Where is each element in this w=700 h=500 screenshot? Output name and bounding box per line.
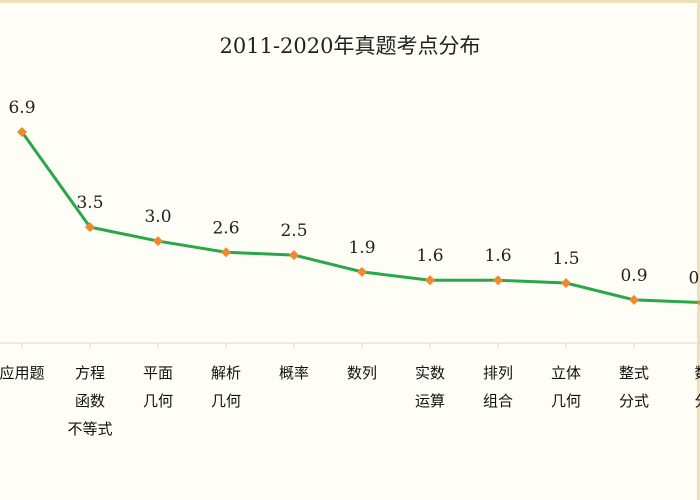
data-point — [289, 250, 299, 261]
category-label: 组合 — [483, 392, 513, 410]
category-label: 整式 — [619, 364, 649, 382]
category-label: 运算 — [415, 392, 445, 410]
data-label: 1.9 — [348, 238, 375, 258]
data-markers — [17, 127, 700, 306]
data-point — [221, 247, 231, 258]
data-label: 1.6 — [416, 246, 443, 266]
data-label: 2.5 — [280, 221, 307, 241]
data-point — [629, 294, 639, 305]
data-point — [425, 275, 435, 286]
category-label: 解析 — [211, 364, 241, 382]
data-point — [357, 266, 367, 277]
data-label: 0.9 — [620, 266, 647, 286]
category-label: 平面 — [143, 364, 173, 382]
data-label: 3.0 — [144, 207, 171, 227]
category-label: 几何 — [143, 392, 173, 410]
data-point — [561, 278, 571, 289]
data-point — [17, 127, 27, 137]
data-label: 0.8 — [688, 269, 700, 289]
category-label: 应用题 — [0, 364, 45, 382]
category-label: 方程 — [75, 364, 105, 382]
series-line — [20, 131, 700, 305]
data-point — [697, 299, 700, 306]
category-label: 不等式 — [67, 420, 112, 438]
category-label: 立体 — [551, 364, 581, 382]
data-point — [493, 275, 503, 286]
data-labels: 6.9 3.5 3.0 2.6 2.5 1.9 1.6 1.6 1.5 0.9 0.8 — [8, 98, 700, 289]
category-label: 分式 — [619, 392, 649, 410]
category-label: 几何 — [551, 392, 581, 410]
data-label: 2.6 — [212, 218, 239, 238]
category-label: 数列 — [347, 364, 377, 382]
chart-title: 2011-2020年真题考点分布 — [220, 34, 481, 58]
category-label: 几何 — [211, 392, 241, 410]
data-label: 1.5 — [552, 249, 579, 269]
data-point — [85, 222, 95, 233]
x-axis-ticks — [21, 343, 635, 348]
category-label: 实数 — [415, 364, 445, 382]
category-label: 排列 — [483, 364, 513, 382]
data-point — [153, 236, 163, 247]
category-label: 概率 — [279, 364, 309, 382]
category-label: 分 — [694, 392, 700, 410]
data-label: 3.5 — [76, 193, 103, 213]
category-label: 数 — [694, 364, 700, 382]
category-label: 函数 — [75, 392, 105, 410]
data-label: 6.9 — [8, 98, 35, 118]
data-label: 1.6 — [484, 246, 511, 266]
